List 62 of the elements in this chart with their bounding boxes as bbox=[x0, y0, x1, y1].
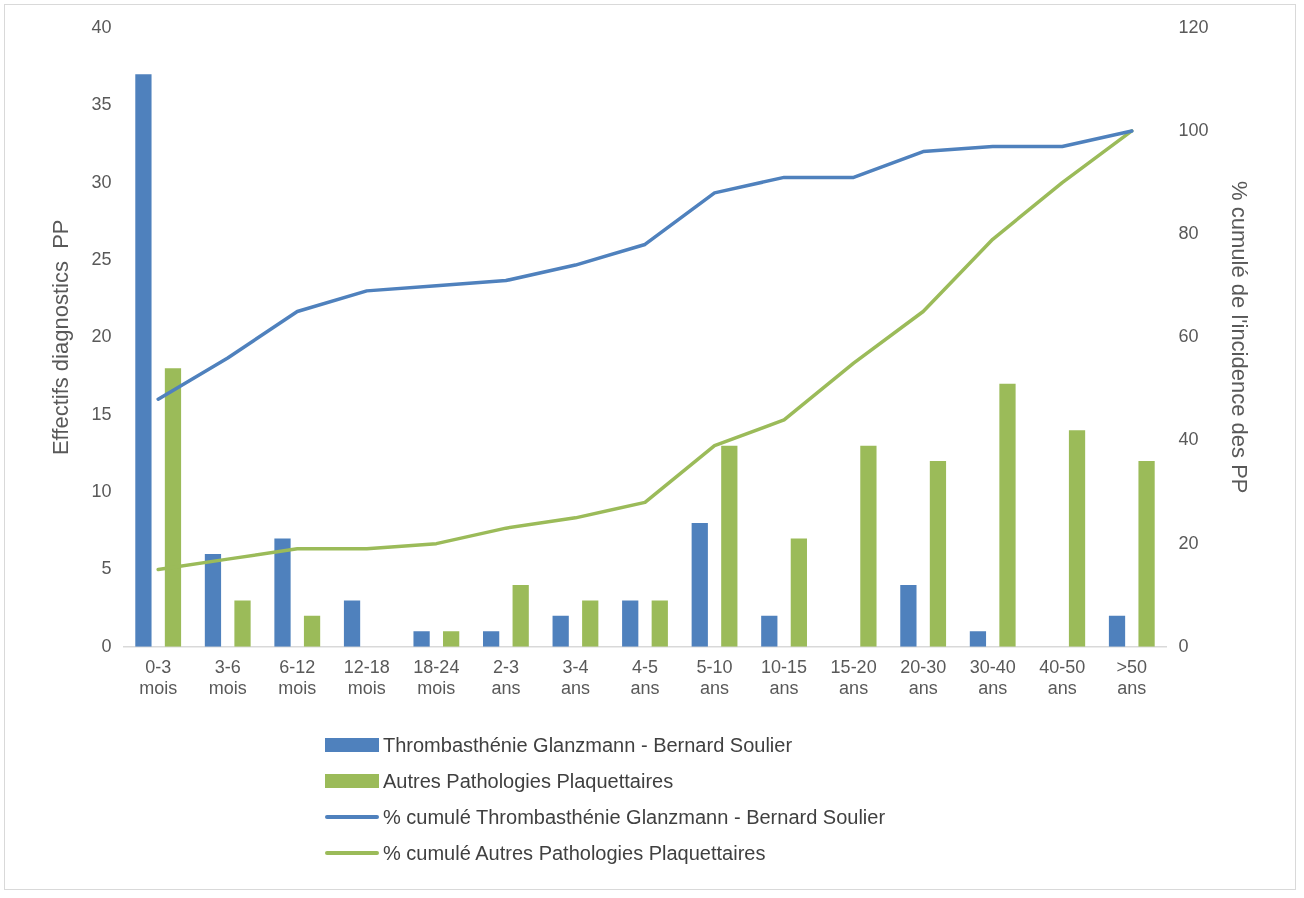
x-tick-label: 4-5 ans bbox=[630, 656, 660, 699]
y2-axis-title: % cumulé de l'incidence des PP bbox=[1226, 181, 1252, 494]
bar bbox=[790, 538, 807, 647]
legend-label: % cumulé Autres Pathologies Plaquettaires bbox=[383, 841, 766, 865]
bar bbox=[860, 445, 877, 647]
y-tick-label: 30 bbox=[91, 171, 112, 192]
bar bbox=[483, 631, 500, 647]
bar bbox=[900, 584, 917, 647]
legend-label: % cumulé Thrombasthénie Glanzmann - Bernard Soulier bbox=[383, 805, 886, 829]
bar bbox=[1138, 461, 1155, 647]
bar bbox=[1068, 430, 1086, 647]
legend-label: Thrombasthénie Glanzmann - Bernard Soulier bbox=[383, 733, 793, 757]
bar bbox=[512, 584, 529, 647]
y2-tick-label: 100 bbox=[1178, 119, 1209, 140]
y-tick-label: 15 bbox=[91, 403, 112, 424]
y-tick-label: 40 bbox=[91, 16, 112, 37]
x-tick-label: 15-20 ans bbox=[830, 656, 877, 699]
bar bbox=[929, 461, 947, 647]
x-tick-label: 18-24 mois bbox=[413, 656, 460, 699]
bar bbox=[622, 600, 639, 647]
y2-tick-label: 120 bbox=[1178, 16, 1209, 37]
bar bbox=[413, 631, 430, 647]
y-axis-title: Effectifs diagnostics PP bbox=[48, 219, 74, 456]
x-tick-label: 0-3 mois bbox=[139, 656, 178, 699]
y2-tick-label: 60 bbox=[1178, 326, 1199, 347]
x-tick-label: 5-10 ans bbox=[696, 656, 733, 699]
x-tick-label: 40-50 ans bbox=[1039, 656, 1086, 699]
y-tick-label: 0 bbox=[101, 635, 112, 656]
bar bbox=[969, 631, 987, 647]
y-tick-label: 20 bbox=[91, 326, 112, 347]
bar bbox=[761, 615, 778, 647]
x-tick-label: 30-40 ans bbox=[969, 656, 1016, 699]
x-tick-label: 2-3 ans bbox=[491, 656, 521, 699]
y2-tick-label: 20 bbox=[1178, 532, 1199, 553]
bar bbox=[274, 538, 291, 647]
x-tick-label: 10-15 ans bbox=[761, 656, 808, 699]
y-tick-label: 35 bbox=[91, 94, 112, 115]
bar bbox=[135, 74, 152, 647]
y-tick-label: 5 bbox=[101, 558, 112, 579]
y-tick-label: 10 bbox=[91, 481, 112, 502]
bar bbox=[343, 600, 361, 647]
bar bbox=[204, 553, 222, 647]
x-tick-label: 3-6 mois bbox=[208, 656, 247, 699]
bar bbox=[443, 631, 460, 647]
bar bbox=[691, 523, 708, 647]
bar bbox=[1108, 615, 1126, 647]
legend-label: Autres Pathologies Plaquettaires bbox=[383, 769, 674, 793]
x-tick-label: >50 ans bbox=[1116, 656, 1148, 699]
bar bbox=[651, 600, 668, 647]
x-tick-label: 3-4 ans bbox=[560, 656, 590, 699]
bar bbox=[234, 600, 251, 647]
bar bbox=[303, 615, 321, 647]
x-tick-label: 20-30 ans bbox=[900, 656, 947, 699]
y2-tick-label: 40 bbox=[1178, 429, 1199, 450]
y2-tick-label: 80 bbox=[1178, 223, 1199, 244]
bar bbox=[552, 615, 569, 647]
bar bbox=[999, 383, 1016, 647]
x-tick-label: 12-18 mois bbox=[343, 656, 390, 699]
x-tick-label: 6-12 mois bbox=[278, 656, 317, 699]
y-tick-label: 25 bbox=[91, 248, 112, 269]
bar bbox=[582, 600, 599, 647]
y2-tick-label: 0 bbox=[1178, 635, 1189, 656]
